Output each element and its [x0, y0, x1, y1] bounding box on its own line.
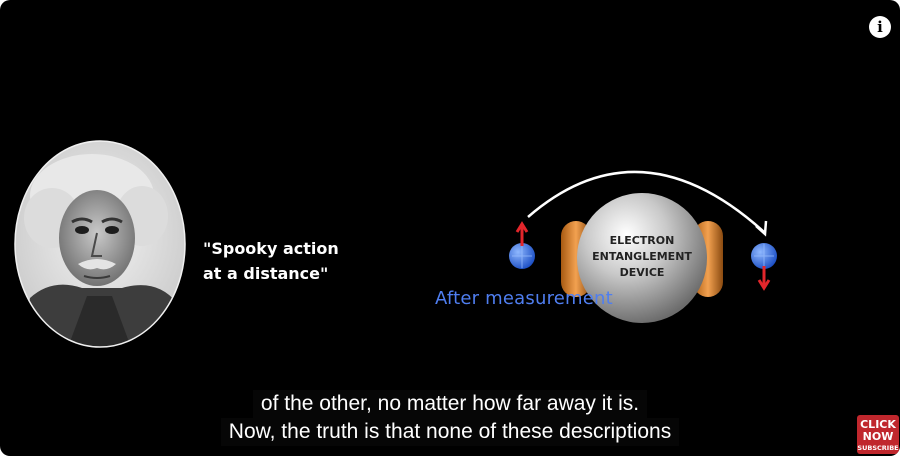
spin-down-arrow: [757, 266, 771, 291]
device-label-2: ENTANGLEMENT: [592, 250, 692, 263]
svg-text:NOW: NOW: [863, 430, 894, 443]
einstein-portrait: [14, 140, 186, 348]
quote-line-2: at a distance": [203, 264, 329, 283]
caption-line-2: Now, the truth is that none of these des…: [220, 418, 680, 446]
quote-text: "Spooky action at a distance": [203, 236, 353, 286]
arc-arrowhead: [755, 220, 768, 237]
svg-text:SUBSCRIBE: SUBSCRIBE: [857, 444, 898, 452]
info-icon[interactable]: i: [869, 16, 891, 38]
device-sphere: [577, 193, 707, 323]
after-measurement-label: After measurement: [435, 288, 613, 309]
device-label-3: DEVICE: [620, 266, 665, 279]
spin-up-arrow: [515, 221, 529, 246]
svg-text:CLICK: CLICK: [860, 418, 896, 431]
quote-line-1: "Spooky action: [203, 239, 339, 258]
closed-captions: of the other, no matter how far away it …: [0, 390, 900, 446]
arc-arrow: [527, 170, 765, 233]
device-label-1: ELECTRON: [610, 234, 675, 247]
subscribe-logo[interactable]: CLICK NOW SUBSCRIBE: [857, 415, 899, 454]
entanglement-diagram: ELECTRON ENTANGLEMENT DEVICE: [509, 170, 777, 323]
caption-line-1: of the other, no matter how far away it …: [252, 390, 648, 418]
